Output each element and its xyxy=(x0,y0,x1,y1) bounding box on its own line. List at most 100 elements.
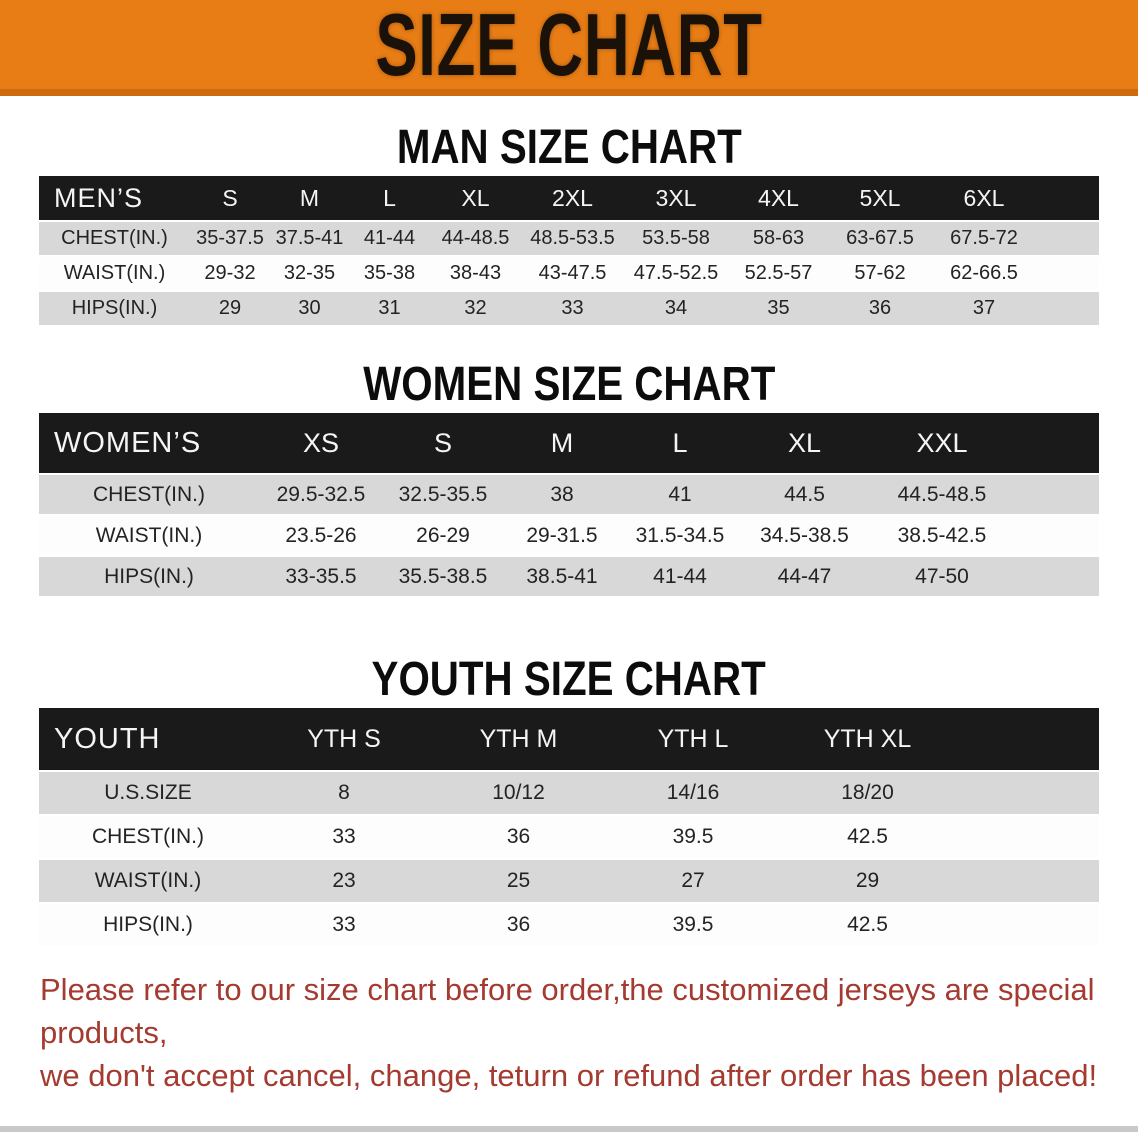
size-value-cell: 41 xyxy=(621,475,739,514)
size-value-cell: 26-29 xyxy=(383,516,503,555)
spacer-cell xyxy=(1037,292,1099,325)
size-value-cell: 47.5-52.5 xyxy=(624,257,728,290)
size-value-cell: 29 xyxy=(780,860,955,902)
size-value-cell: 39.5 xyxy=(606,904,780,946)
size-value-cell: 35 xyxy=(728,292,829,325)
size-value-cell: 23 xyxy=(257,860,431,902)
size-col-header: L xyxy=(349,176,430,220)
size-value-cell: 52.5-57 xyxy=(728,257,829,290)
spacer-cell xyxy=(955,860,1099,902)
size-chart-banner: SIZE CHART xyxy=(0,0,1138,96)
size-col-header: 2XL xyxy=(521,176,624,220)
size-value-cell: 42.5 xyxy=(780,816,955,858)
row-label: HIPS(IN.) xyxy=(39,557,259,596)
spacer-cell xyxy=(955,772,1099,814)
size-value-cell: 38.5-42.5 xyxy=(870,516,1014,555)
men-section-heading: MAN SIZE CHART xyxy=(0,122,1138,174)
size-value-cell: 29.5-32.5 xyxy=(259,475,383,514)
spacer-cell xyxy=(955,904,1099,946)
row-label: WAIST(IN.) xyxy=(39,516,259,555)
men-section-heading-text: MAN SIZE CHART xyxy=(396,121,742,174)
disclaimer-line-1: Please refer to our size chart before or… xyxy=(40,972,1095,1050)
size-col-header: XS xyxy=(259,413,383,473)
size-value-cell: 58-63 xyxy=(728,222,829,255)
youth-chest-row: CHEST(IN.) 33 36 39.5 42.5 xyxy=(39,816,1099,858)
size-value-cell: 32-35 xyxy=(270,257,349,290)
womens-hips-row: HIPS(IN.) 33-35.5 35.5-38.5 38.5-41 41-4… xyxy=(39,557,1099,596)
youth-section-heading-text: YOUTH SIZE CHART xyxy=(371,653,767,706)
size-value-cell: 23.5-26 xyxy=(259,516,383,555)
size-col-header: M xyxy=(503,413,621,473)
mens-size-table: MEN’S S M L XL 2XL 3XL 4XL 5XL 6XL CHEST… xyxy=(39,174,1099,327)
size-value-cell: 30 xyxy=(270,292,349,325)
size-value-cell: 38.5-41 xyxy=(503,557,621,596)
size-value-cell: 38 xyxy=(503,475,621,514)
size-col-header: S xyxy=(383,413,503,473)
spacer-cell xyxy=(1014,475,1099,514)
size-value-cell: 29 xyxy=(190,292,270,325)
size-col-header: YTH M xyxy=(431,708,606,770)
size-col-header: S xyxy=(190,176,270,220)
youth-table-label: YOUTH xyxy=(39,708,257,770)
size-value-cell: 10/12 xyxy=(431,772,606,814)
row-label: HIPS(IN.) xyxy=(39,904,257,946)
size-value-cell: 41-44 xyxy=(349,222,430,255)
womens-header-row: WOMEN’S XS S M L XL XXL xyxy=(39,413,1099,473)
womens-chest-row: CHEST(IN.) 29.5-32.5 32.5-35.5 38 41 44.… xyxy=(39,475,1099,514)
size-value-cell: 37.5-41 xyxy=(270,222,349,255)
size-value-cell: 44.5-48.5 xyxy=(870,475,1014,514)
size-value-cell: 36 xyxy=(431,816,606,858)
size-col-header: M xyxy=(270,176,349,220)
size-value-cell: 32 xyxy=(430,292,521,325)
youth-hips-row: HIPS(IN.) 33 36 39.5 42.5 xyxy=(39,904,1099,946)
size-value-cell: 8 xyxy=(257,772,431,814)
disclaimer-line-2: we don't accept cancel, change, teturn o… xyxy=(40,1058,1098,1093)
youth-section-heading: YOUTH SIZE CHART xyxy=(0,654,1138,706)
spacer-cell xyxy=(1014,516,1099,555)
women-section-heading-text: WOMEN SIZE CHART xyxy=(362,358,776,411)
mens-hips-row: HIPS(IN.) 29 30 31 32 33 34 35 36 37 xyxy=(39,292,1099,325)
size-value-cell: 44-47 xyxy=(739,557,870,596)
size-value-cell: 37 xyxy=(931,292,1037,325)
size-col-header: 3XL xyxy=(624,176,728,220)
spacer-cell xyxy=(955,708,1099,770)
size-value-cell: 62-66.5 xyxy=(931,257,1037,290)
size-value-cell: 27 xyxy=(606,860,780,902)
size-value-cell: 35-37.5 xyxy=(190,222,270,255)
spacer-cell xyxy=(1014,557,1099,596)
banner-title: SIZE CHART xyxy=(375,0,763,94)
mens-waist-row: WAIST(IN.) 29-32 32-35 35-38 38-43 43-47… xyxy=(39,257,1099,290)
size-value-cell: 18/20 xyxy=(780,772,955,814)
size-value-cell: 67.5-72 xyxy=(931,222,1037,255)
size-value-cell: 36 xyxy=(431,904,606,946)
row-label: CHEST(IN.) xyxy=(39,222,190,255)
size-value-cell: 29-32 xyxy=(190,257,270,290)
womens-size-table: WOMEN’S XS S M L XL XXL CHEST(IN.) 29.5-… xyxy=(39,411,1099,598)
size-value-cell: 25 xyxy=(431,860,606,902)
size-value-cell: 31.5-34.5 xyxy=(621,516,739,555)
size-value-cell: 57-62 xyxy=(829,257,931,290)
mens-table-label: MEN’S xyxy=(39,176,190,220)
row-label: U.S.SIZE xyxy=(39,772,257,814)
size-value-cell: 32.5-35.5 xyxy=(383,475,503,514)
size-value-cell: 38-43 xyxy=(430,257,521,290)
size-value-cell: 44-48.5 xyxy=(430,222,521,255)
size-value-cell: 29-31.5 xyxy=(503,516,621,555)
spacer-cell xyxy=(1037,257,1099,290)
size-col-header: 6XL xyxy=(931,176,1037,220)
mens-header-row: MEN’S S M L XL 2XL 3XL 4XL 5XL 6XL xyxy=(39,176,1099,220)
size-value-cell: 36 xyxy=(829,292,931,325)
youth-header-row: YOUTH YTH S YTH M YTH L YTH XL xyxy=(39,708,1099,770)
size-value-cell: 41-44 xyxy=(621,557,739,596)
size-col-header: YTH S xyxy=(257,708,431,770)
spacer-cell xyxy=(1037,176,1099,220)
size-value-cell: 33 xyxy=(521,292,624,325)
row-label: WAIST(IN.) xyxy=(39,257,190,290)
size-value-cell: 63-67.5 xyxy=(829,222,931,255)
row-label: CHEST(IN.) xyxy=(39,816,257,858)
size-col-header: XL xyxy=(739,413,870,473)
size-value-cell: 44.5 xyxy=(739,475,870,514)
youth-size-table: YOUTH YTH S YTH M YTH L YTH XL U.S.SIZE … xyxy=(39,706,1099,948)
size-col-header: 4XL xyxy=(728,176,829,220)
spacer-cell xyxy=(1014,413,1099,473)
